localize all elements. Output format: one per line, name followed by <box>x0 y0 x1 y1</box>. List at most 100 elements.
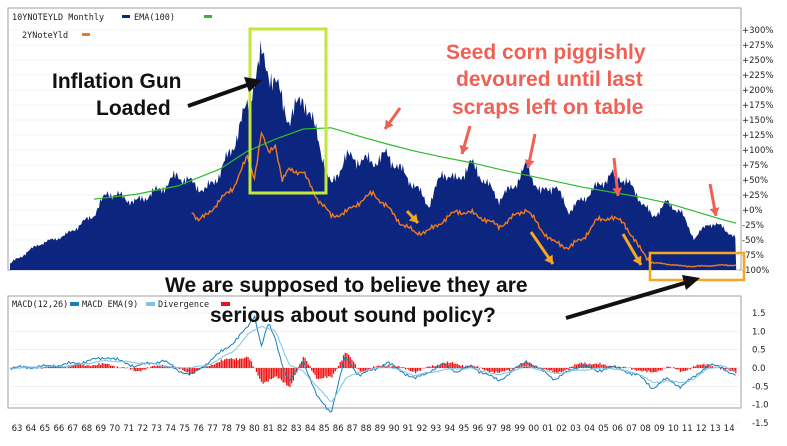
divergence-bar <box>101 363 103 368</box>
divergence-bar <box>701 364 703 368</box>
macd-y-tick-label: -0.5 <box>752 382 769 392</box>
divergence-bar <box>492 368 494 372</box>
divergence-bar <box>89 366 92 368</box>
divergence-bar <box>488 368 490 373</box>
divergence-bar <box>373 366 375 368</box>
divergence-bar <box>577 363 579 368</box>
divergence-bar <box>269 368 271 379</box>
divergence-bar <box>518 366 521 368</box>
divergence-bar <box>185 368 187 373</box>
divergence-bar <box>322 368 325 378</box>
divergence-bar <box>621 367 623 368</box>
divergence-bar <box>84 366 87 368</box>
x-tick-label: 64 <box>25 424 36 434</box>
x-tick-label: 71 <box>123 424 134 434</box>
divergence-bar <box>641 368 643 372</box>
divergence-bar <box>678 368 680 370</box>
divergence-bar <box>321 368 323 379</box>
divergence-bar <box>79 364 82 368</box>
red-arrow-head <box>385 119 394 129</box>
divergence-bar <box>656 368 658 373</box>
ema-line <box>93 127 737 224</box>
divergence-bar <box>213 364 216 368</box>
divergence-bar <box>564 368 566 371</box>
divergence-bar <box>710 366 712 368</box>
divergence-bar <box>143 368 145 370</box>
divergence-bar <box>108 364 110 368</box>
divergence-bar <box>694 366 697 368</box>
divergence-bar <box>99 364 102 368</box>
divergence-bar <box>163 366 165 368</box>
divergence-bar <box>265 368 268 382</box>
divergence-bar <box>596 363 598 368</box>
x-tick-label: 00 <box>528 424 539 434</box>
top-y-tick-label: -25% <box>742 221 764 231</box>
divergence-bar <box>264 368 266 383</box>
divergence-bar <box>413 368 415 372</box>
divergence-bar <box>735 368 737 374</box>
divergence-bar <box>725 368 727 370</box>
legend-label-macd-ema: MACD EMA(9) <box>82 300 138 310</box>
divergence-bar <box>262 368 264 384</box>
divergence-bar <box>570 366 573 368</box>
divergence-bar <box>334 368 336 372</box>
divergence-bar <box>453 363 455 368</box>
divergence-bar <box>376 366 378 368</box>
divergence-bar <box>401 367 403 368</box>
top-y-tick-label: +50% <box>742 176 768 186</box>
divergence-bar <box>557 368 559 374</box>
divergence-bar <box>229 358 231 368</box>
divergence-bar <box>606 366 608 368</box>
divergence-bar <box>180 368 182 369</box>
top-y-tick-label: +150% <box>742 116 773 126</box>
divergence-bar <box>691 367 693 368</box>
divergence-bar <box>222 360 224 368</box>
divergence-bar <box>336 368 338 369</box>
x-tick-label: 70 <box>109 424 120 434</box>
arrow-inflation <box>187 82 251 108</box>
annotation-inflation-line1: Inflation Gun <box>52 70 181 93</box>
macd-signal-line <box>9 325 736 403</box>
divergence-bar <box>94 365 97 368</box>
divergence-bar <box>257 368 259 376</box>
divergence-bar <box>202 367 204 368</box>
divergence-bar <box>477 366 479 368</box>
divergence-bar <box>332 368 335 374</box>
divergence-bar <box>475 366 477 368</box>
macd-line <box>9 314 736 413</box>
divergence-bar <box>309 366 311 368</box>
x-tick-label: 11 <box>682 424 693 434</box>
x-tick-label: 82 <box>277 424 288 434</box>
divergence-bar <box>636 368 638 371</box>
divergence-bar <box>327 368 330 377</box>
top-y-tick-label: +100% <box>742 146 773 156</box>
divergence-bar <box>193 368 196 374</box>
divergence-bar <box>289 368 291 388</box>
divergence-bar <box>96 364 98 368</box>
top-y-tick-label: -50% <box>742 236 764 246</box>
divergence-bar <box>693 366 695 368</box>
top-y-tick-label: +0% <box>742 206 763 216</box>
divergence-bar <box>704 365 707 368</box>
divergence-bar <box>550 368 552 371</box>
divergence-bar <box>160 365 162 368</box>
divergence-bar <box>208 366 211 368</box>
divergence-bar <box>520 364 522 368</box>
divergence-bar <box>354 364 356 368</box>
divergence-bar <box>66 367 68 368</box>
divergence-bar <box>145 368 147 370</box>
x-tick-label: 84 <box>305 424 316 434</box>
divergence-bar <box>280 368 283 381</box>
divergence-bar <box>426 366 428 368</box>
x-tick-label: 01 <box>542 424 553 434</box>
divergence-bar <box>192 368 194 374</box>
divergence-bar <box>252 366 254 368</box>
divergence-bar <box>482 368 484 370</box>
divergence-bar <box>235 358 237 368</box>
legend-label-2y: 2YNoteYld <box>22 31 68 41</box>
divergence-bar <box>451 362 454 368</box>
divergence-bar <box>292 368 294 381</box>
divergence-bar <box>358 368 360 370</box>
divergence-bar <box>207 366 209 368</box>
divergence-bar <box>359 368 361 373</box>
